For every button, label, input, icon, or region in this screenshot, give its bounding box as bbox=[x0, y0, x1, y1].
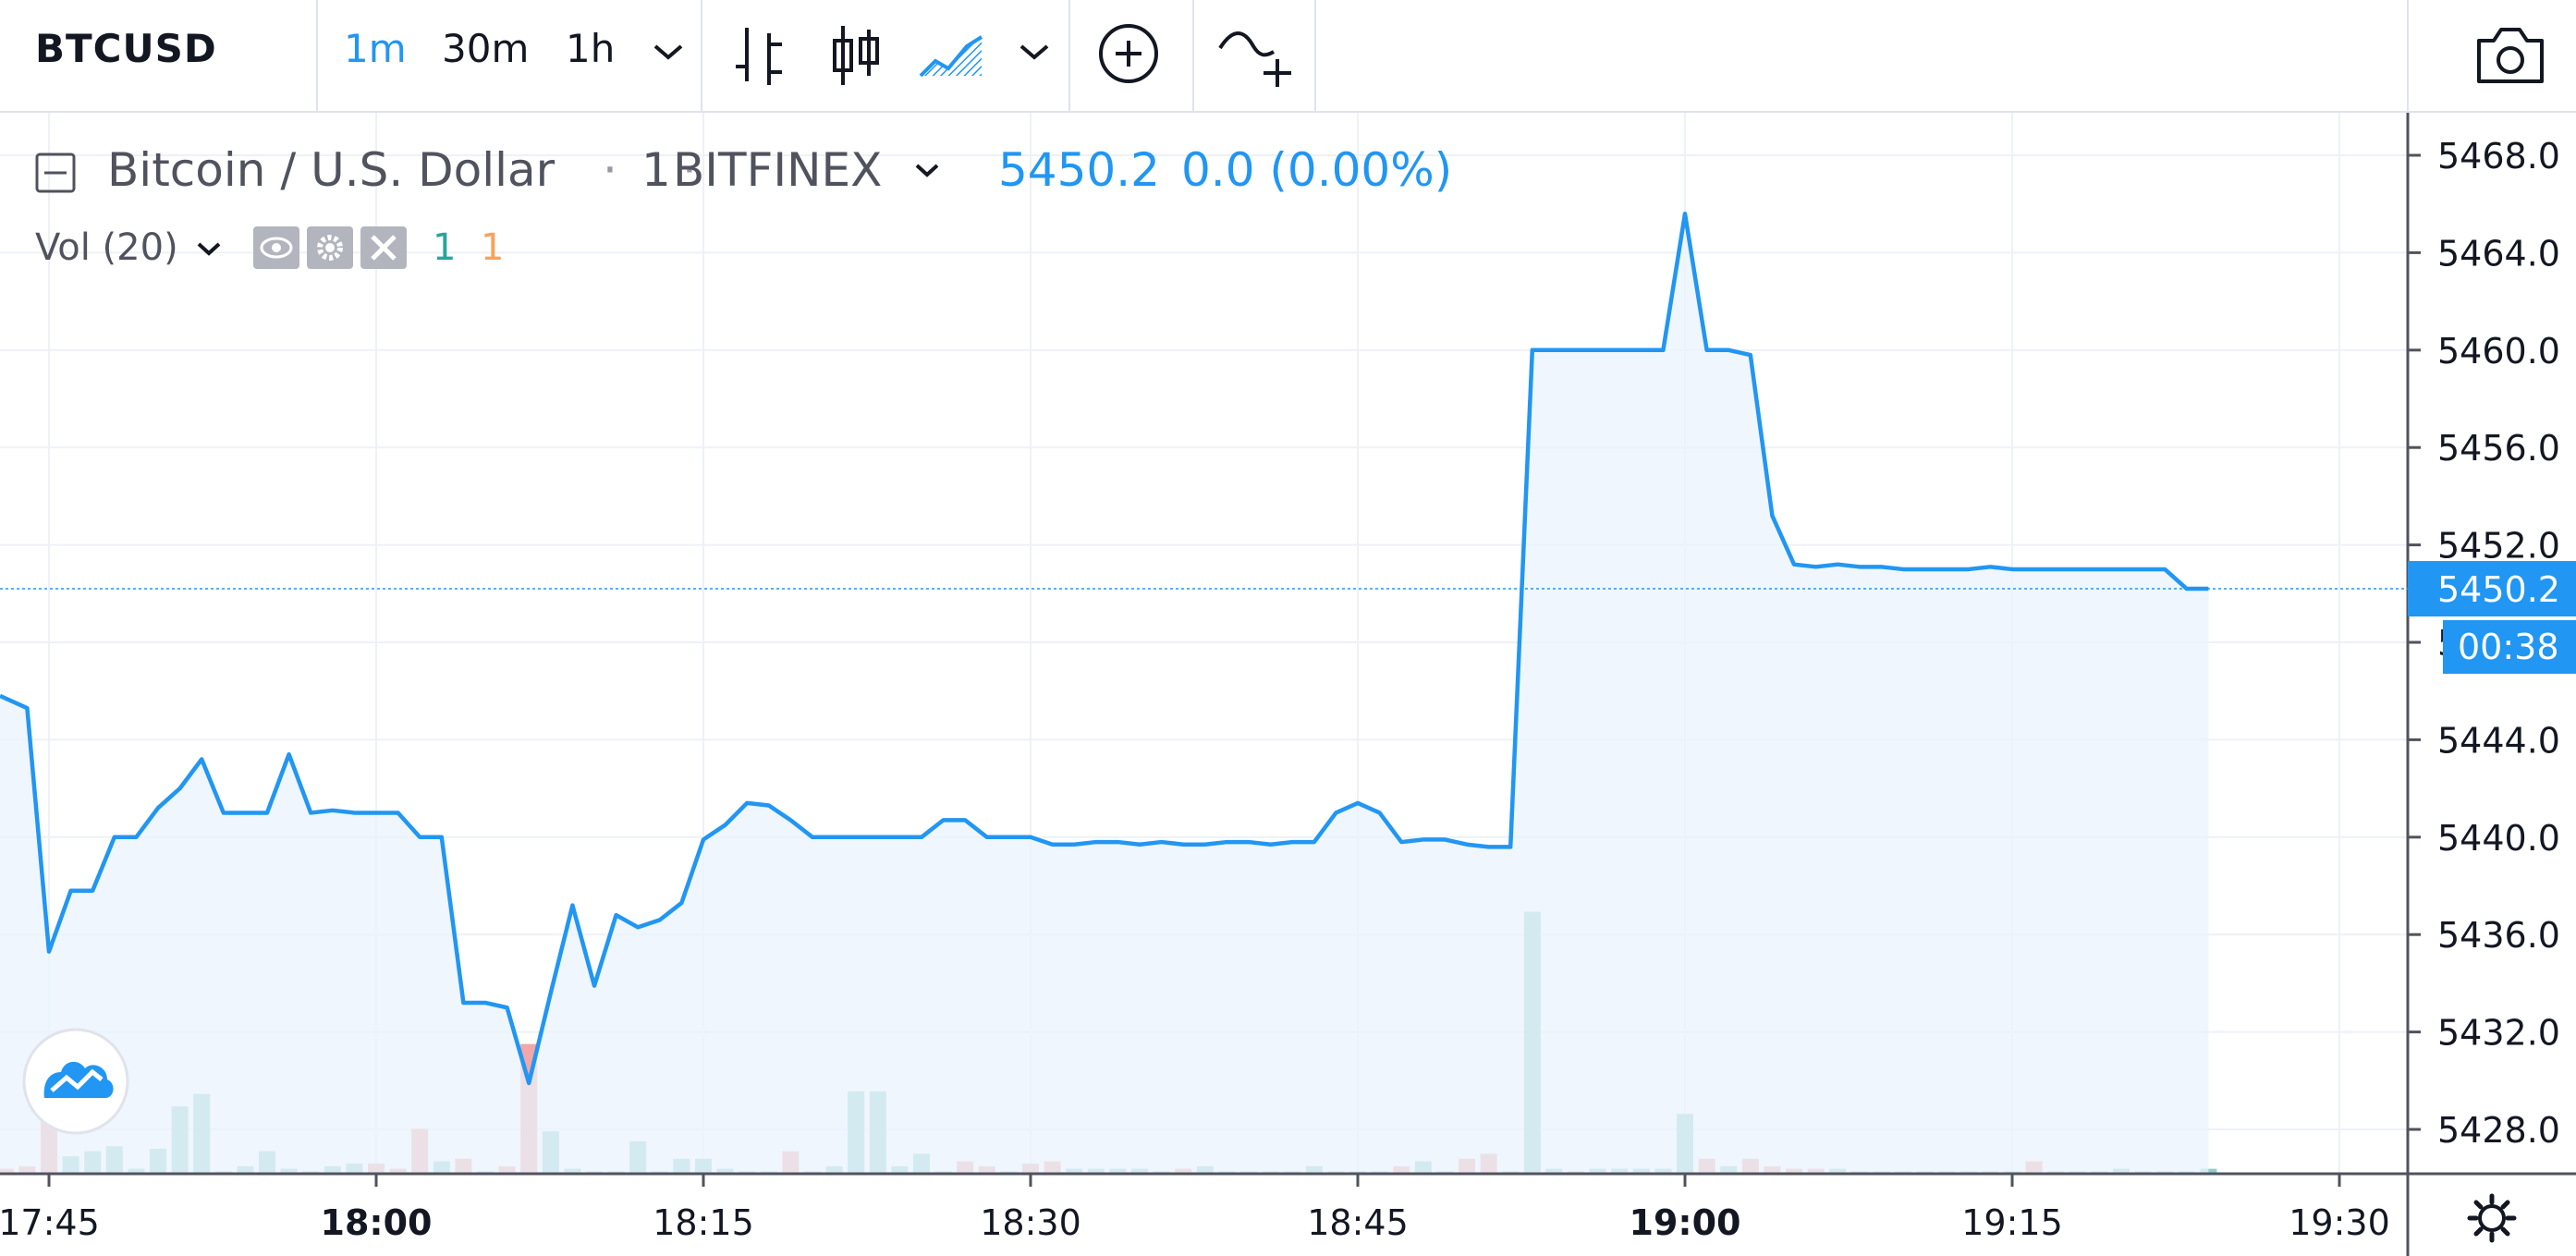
interval-1m-button[interactable]: 1m bbox=[344, 26, 407, 71]
legend-dot-separator: · bbox=[603, 143, 617, 197]
chevron-down-icon[interactable] bbox=[194, 239, 224, 260]
toolbar-divider bbox=[701, 0, 702, 111]
price-tick-label: 5440.0 bbox=[2437, 818, 2560, 859]
series-exchange: BITFINEX bbox=[673, 143, 883, 197]
top-toolbar: BTCUSD 1m 30m 1h bbox=[0, 0, 2576, 113]
price-tick-label: 5464.0 bbox=[2437, 233, 2560, 274]
collapse-legend-icon[interactable] bbox=[35, 152, 76, 193]
price-tick-label: 5436.0 bbox=[2437, 915, 2560, 956]
price-area-fill bbox=[0, 213, 2209, 1174]
candle-style-icon[interactable] bbox=[826, 20, 887, 91]
toolbar-divider bbox=[1314, 0, 1316, 111]
time-tick-label: 19:30 bbox=[2289, 1202, 2390, 1243]
series-title[interactable]: Bitcoin / U.S. Dollar bbox=[107, 143, 555, 197]
bar-style-icon[interactable] bbox=[728, 20, 789, 91]
plus-circle-icon[interactable] bbox=[1096, 20, 1161, 91]
indicator-add-icon[interactable] bbox=[1216, 20, 1294, 91]
volume-indicator-title[interactable]: Vol (20) bbox=[35, 226, 178, 269]
interval-1h-button[interactable]: 1h bbox=[566, 26, 616, 71]
chart-axes bbox=[0, 113, 2576, 1256]
time-tick-label: 18:45 bbox=[1307, 1202, 1409, 1243]
time-tick-label: 19:15 bbox=[1961, 1202, 2063, 1243]
time-scale-labels: 17:45 18:00 18:15 18:30 18:45 19:00 19:15 19:30 bbox=[0, 1174, 2390, 1243]
legend-price: 5450.2 bbox=[998, 143, 1160, 197]
price-markers: 5450.2 00:38 bbox=[0, 561, 2576, 675]
gear-icon[interactable] bbox=[307, 226, 353, 269]
countdown-label: 00:38 bbox=[2458, 627, 2559, 667]
close-icon[interactable] bbox=[360, 226, 407, 269]
area-style-icon[interactable] bbox=[917, 20, 985, 91]
time-tick-label: 18:15 bbox=[653, 1202, 754, 1243]
price-tick-label: 5428.0 bbox=[2437, 1110, 2560, 1151]
eye-icon[interactable] bbox=[253, 226, 299, 269]
current-price-label-bg bbox=[2408, 561, 2576, 617]
toolbar-divider bbox=[1192, 0, 1194, 111]
price-tick-label: 5456.0 bbox=[2437, 428, 2560, 469]
time-tick-label: 18:00 bbox=[321, 1202, 433, 1243]
interval-30m-button[interactable]: 30m bbox=[442, 26, 530, 71]
gear-icon[interactable] bbox=[2466, 1192, 2518, 1244]
volume-up-value: 1 bbox=[433, 226, 457, 269]
countdown-label-bg bbox=[2443, 620, 2576, 675]
volume-down-value: 1 bbox=[481, 226, 505, 269]
camera-icon[interactable] bbox=[2473, 20, 2547, 91]
time-tick-label: 17:45 bbox=[0, 1202, 100, 1243]
price-tick-label: 5432.0 bbox=[2437, 1013, 2560, 1054]
price-scale-labels: 5428.05432.05436.05440.05444.05448.05452… bbox=[2408, 136, 2560, 1151]
series-interval: 1 bbox=[641, 143, 671, 197]
legend-dot-separator: · bbox=[682, 143, 697, 197]
chevron-down-icon[interactable] bbox=[911, 160, 943, 182]
symbol-search-button[interactable]: BTCUSD bbox=[35, 26, 217, 71]
price-line bbox=[0, 211, 2209, 1086]
time-tick-label: 18:30 bbox=[980, 1202, 1081, 1243]
price-tick-label: 5460.0 bbox=[2437, 331, 2560, 372]
price-chart[interactable]: 5428.05432.05436.05440.05444.05448.05452… bbox=[0, 113, 2576, 1256]
tradingview-logo-button[interactable] bbox=[18, 1024, 133, 1139]
chevron-down-icon[interactable] bbox=[647, 37, 690, 65]
current-price-label: 5450.2 bbox=[2437, 569, 2560, 610]
legend-change: 0.0 (0.00%) bbox=[1181, 143, 1453, 197]
toolbar-divider bbox=[1068, 0, 1070, 111]
price-tick-label: 5468.0 bbox=[2437, 136, 2560, 177]
time-tick-label: 19:00 bbox=[1630, 1202, 1741, 1243]
toolbar-divider bbox=[2407, 0, 2409, 111]
price-tick-label: 5444.0 bbox=[2437, 720, 2560, 761]
chevron-down-icon[interactable] bbox=[1013, 37, 1056, 65]
toolbar-divider bbox=[316, 0, 318, 111]
price-area bbox=[0, 211, 2209, 1174]
price-tick-label: 5452.0 bbox=[2437, 526, 2560, 567]
